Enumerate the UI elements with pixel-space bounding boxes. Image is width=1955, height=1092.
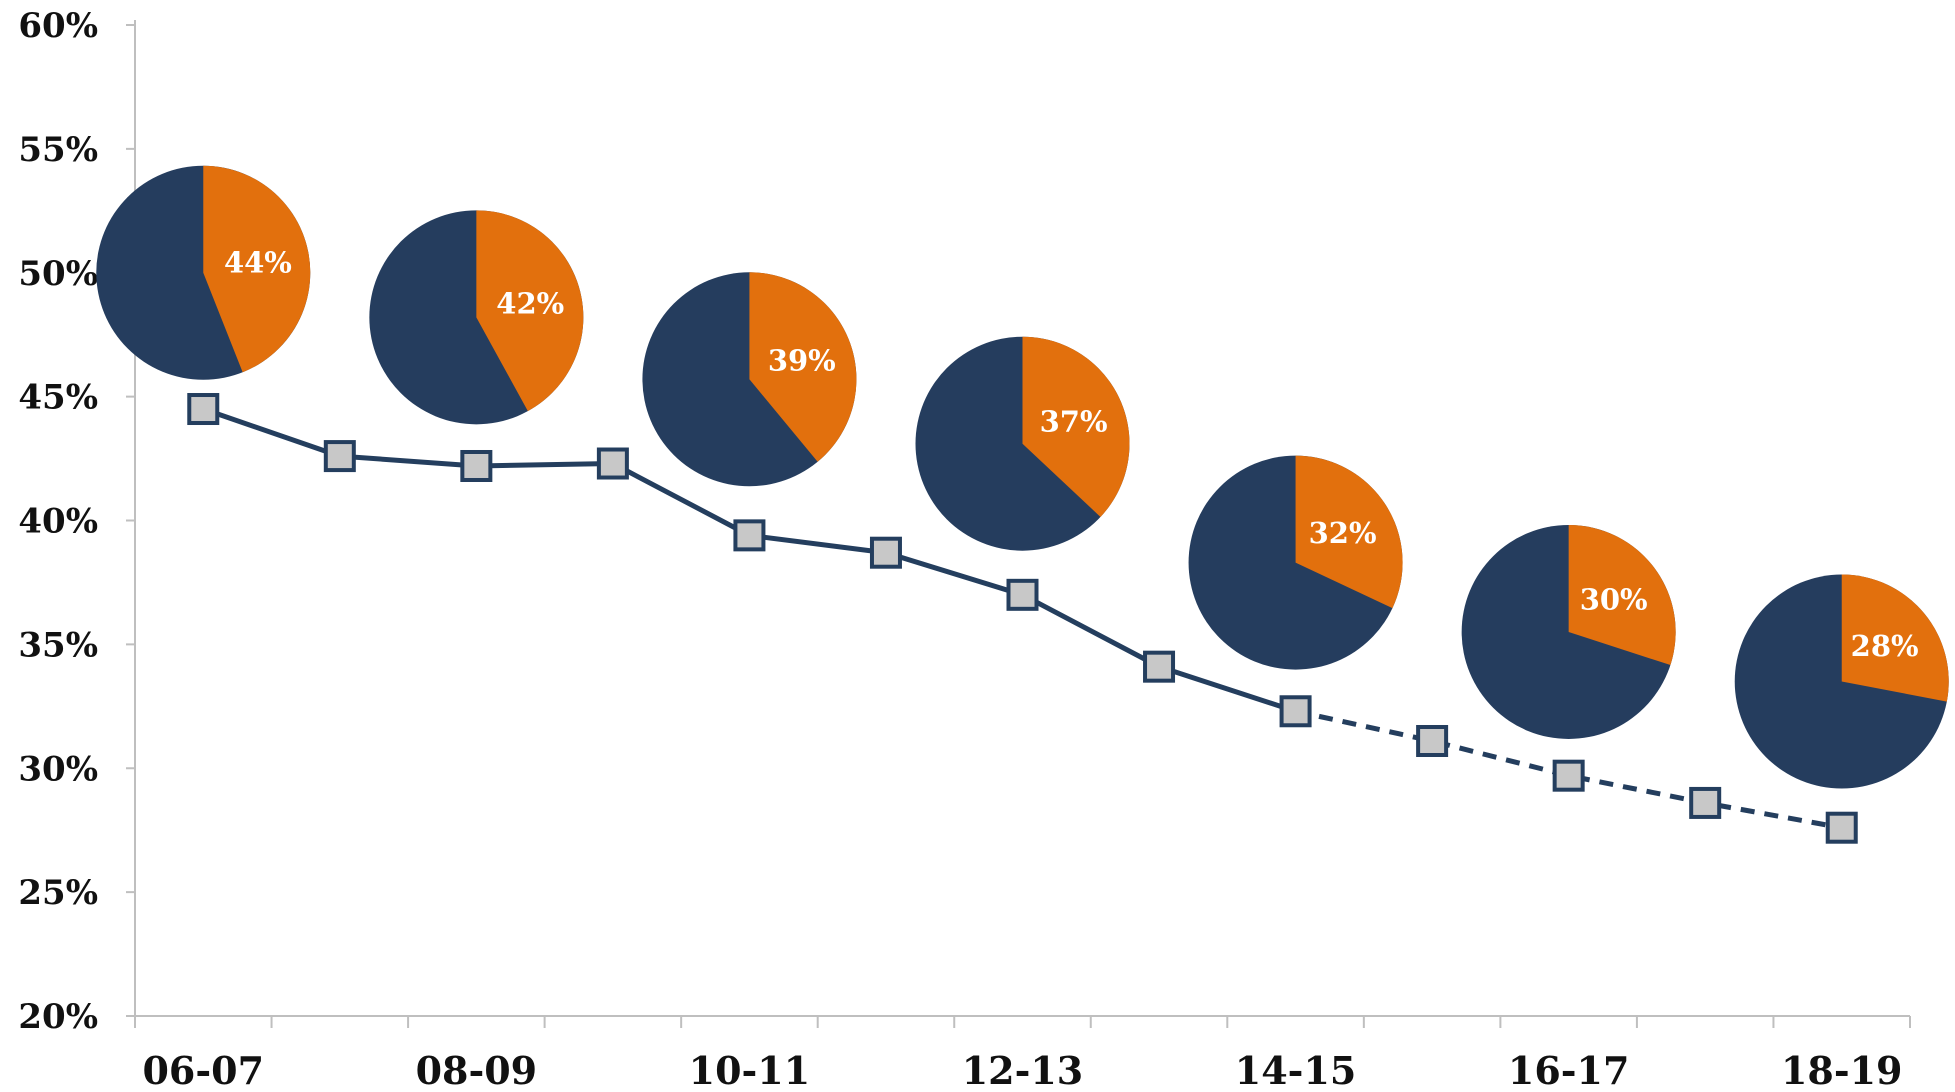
data-point-marker (1552, 759, 1585, 792)
pie-slice-highlight (476, 210, 584, 412)
pie-chart: 42% (369, 210, 584, 425)
x-tick-label: 18-19 (1781, 1048, 1903, 1092)
pie-slice-label: 44% (224, 245, 292, 279)
pie-slice-label: 39% (768, 343, 836, 377)
data-point-marker (1143, 650, 1176, 683)
pie-slice-highlight (203, 165, 311, 373)
pie-chart: 44% (96, 165, 311, 380)
data-point-marker (1006, 578, 1039, 611)
pie-slice-label: 30% (1580, 582, 1648, 616)
pie-slice-highlight (1841, 574, 1949, 702)
series-markers (187, 393, 1858, 844)
data-point-marker (596, 447, 629, 480)
pie-chart: 28% (1734, 574, 1949, 789)
data-point-marker (1416, 724, 1449, 757)
pie-slice-highlight (1568, 524, 1676, 666)
pie-chart: 32% (1188, 455, 1403, 670)
y-tick-label: 45% (18, 378, 98, 418)
x-tick-label: 10-11 (689, 1048, 811, 1092)
data-point-marker (733, 519, 766, 552)
pie-slice-label: 37% (1040, 405, 1108, 439)
x-axis-tick-labels: 06-07 08-09 10-11 12-13 14-15 16-17 18-19 (142, 1048, 1902, 1092)
data-point-marker (187, 393, 220, 426)
axes (126, 20, 1911, 1028)
y-tick-label: 30% (18, 749, 98, 789)
pie-chart: 39% (642, 272, 857, 487)
pie-slice-label: 28% (1851, 629, 1919, 663)
data-point-marker (460, 449, 493, 482)
data-point-marker (1689, 786, 1722, 819)
y-tick-label: 60% (18, 6, 98, 46)
pie-charts: 44% 42% 39% 37% 32% 30% 28% (96, 165, 1949, 789)
data-point-marker (869, 536, 902, 569)
y-tick-label: 50% (18, 254, 98, 294)
pie-slice-highlight (1022, 336, 1130, 517)
pie-slice-label: 32% (1309, 516, 1377, 550)
x-tick-label: 08-09 (416, 1048, 538, 1092)
data-point-marker (1279, 695, 1312, 728)
data-point-marker (1825, 811, 1858, 844)
x-tick-label: 06-07 (142, 1048, 264, 1092)
y-tick-label: 35% (18, 625, 98, 665)
pie-slice-highlight (1295, 455, 1403, 609)
pie-slice-label: 42% (496, 287, 564, 321)
x-tick-label: 16-17 (1508, 1048, 1630, 1092)
pie-slice-highlight (749, 272, 857, 462)
x-tick-label: 14-15 (1235, 1048, 1357, 1092)
pie-chart: 30% (1461, 524, 1676, 739)
y-tick-label: 55% (18, 130, 98, 170)
x-tick-label: 12-13 (962, 1048, 1084, 1092)
y-tick-label: 20% (18, 997, 98, 1037)
pie-chart: 37% (915, 336, 1130, 551)
data-point-marker (323, 440, 356, 473)
series-line-dashed (1295, 708, 1843, 831)
y-tick-label: 25% (18, 873, 98, 913)
y-tick-label: 40% (18, 502, 98, 542)
y-axis-tick-labels: 20% 25% 30% 35% 40% 45% 50% 55% 60% (18, 6, 98, 1037)
